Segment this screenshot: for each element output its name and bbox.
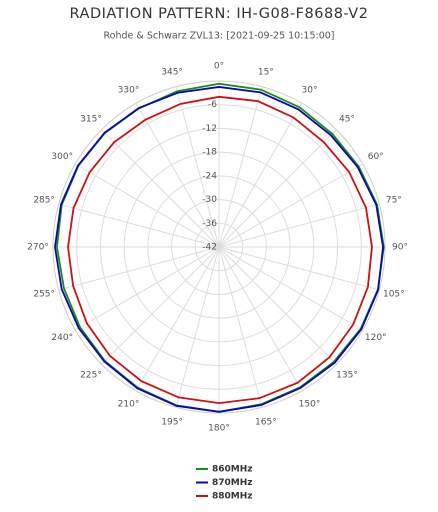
angle-tick-label: 180° xyxy=(208,424,230,434)
grid-spoke xyxy=(74,163,220,248)
angle-tick-label: 240° xyxy=(51,333,73,343)
grid-spoke xyxy=(218,246,380,291)
grid-spoke xyxy=(218,203,380,248)
angle-tick-label: 30° xyxy=(302,86,318,96)
grid-spoke xyxy=(218,246,337,365)
series-line xyxy=(54,86,384,413)
angle-tick-label: 330° xyxy=(118,86,140,96)
grid-spoke xyxy=(101,129,220,248)
angle-tick-label: 45° xyxy=(339,115,355,125)
grid-spoke xyxy=(58,203,220,248)
grid-spoke xyxy=(135,102,220,248)
angle-tick-label: 120° xyxy=(365,333,387,343)
angle-tick-label: 60° xyxy=(368,152,384,162)
grid-spoke xyxy=(218,129,337,248)
legend-label: 860MHz xyxy=(212,465,253,475)
grid-spoke xyxy=(175,246,220,408)
angle-tick-label: 15° xyxy=(258,68,274,78)
grid-spoke xyxy=(135,246,220,392)
radial-tick-label: -30 xyxy=(202,195,217,205)
angle-tick-label: 90° xyxy=(392,243,408,253)
angle-tick-label: 105° xyxy=(383,289,405,299)
legend-label: 880MHz xyxy=(212,492,253,502)
angle-tick-label: 345° xyxy=(161,68,183,78)
radial-tick-label: -24 xyxy=(202,171,217,181)
angle-tick-label: 75° xyxy=(386,196,402,206)
grid-spoke xyxy=(218,246,303,392)
angle-tick-label: 210° xyxy=(118,399,140,409)
angle-tick-label: 315° xyxy=(80,115,102,125)
grid-spoke xyxy=(218,163,364,248)
grid-spoke xyxy=(175,86,220,248)
grid-spoke xyxy=(218,246,364,331)
grid-spoke xyxy=(218,246,263,408)
legend-label: 870MHz xyxy=(212,478,253,488)
series-line xyxy=(67,95,373,405)
angle-tick-label: 255° xyxy=(33,289,55,299)
grid-spoke xyxy=(101,246,220,365)
chart-title: RADIATION PATTERN: IH-G08-F8688-V2 xyxy=(70,6,369,22)
grid-spoke xyxy=(74,246,220,331)
radial-tick-label: -18 xyxy=(202,148,217,158)
radial-tick-label: -36 xyxy=(202,219,217,229)
angle-tick-label: 300° xyxy=(51,152,73,162)
grid-spoke xyxy=(58,246,220,291)
angle-tick-label: 270° xyxy=(27,243,49,253)
radial-tick-label: -12 xyxy=(202,124,217,134)
angle-tick-label: 195° xyxy=(161,417,183,427)
angle-tick-label: 225° xyxy=(80,370,102,380)
angle-tick-label: 165° xyxy=(255,417,277,427)
angle-tick-label: 285° xyxy=(33,196,55,206)
radial-tick-label: -6 xyxy=(208,100,217,110)
grid-spoke xyxy=(218,86,263,248)
angle-tick-label: 0° xyxy=(214,62,224,72)
angle-tick-label: 150° xyxy=(299,399,321,409)
grid-spoke xyxy=(218,102,303,248)
chart-subtitle: Rohde & Schwarz ZVL13: [2021-09-25 10:15… xyxy=(103,31,334,42)
angle-tick-label: 135° xyxy=(336,370,358,380)
radial-tick-label: -42 xyxy=(202,243,217,253)
